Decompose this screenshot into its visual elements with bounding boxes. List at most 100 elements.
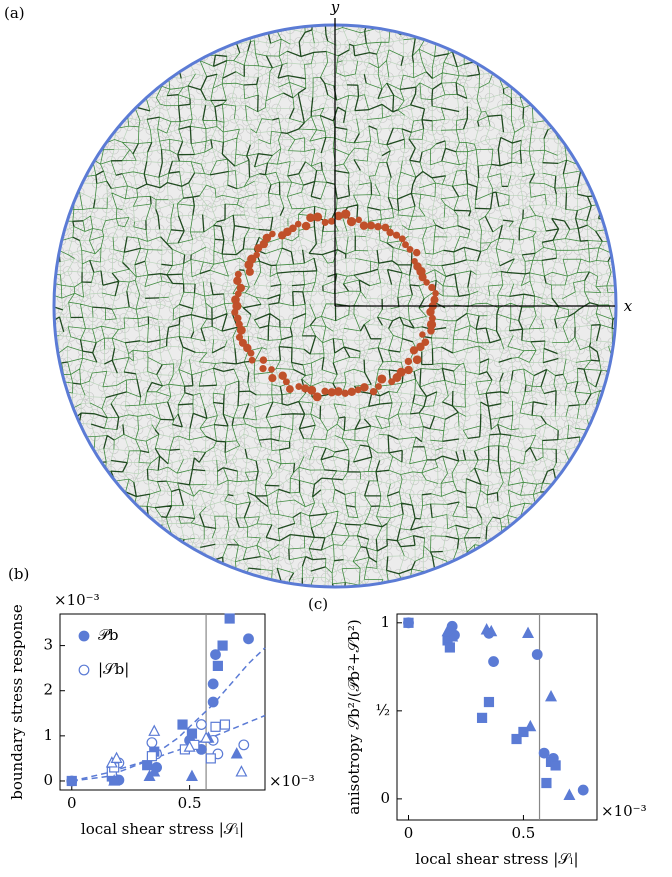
grain <box>297 600 306 609</box>
grain <box>201 5 210 14</box>
grain <box>43 445 52 454</box>
grain <box>246 598 255 607</box>
grain <box>409 598 418 607</box>
grain <box>617 155 626 164</box>
grain <box>174 602 183 611</box>
grain <box>573 26 582 35</box>
grain <box>518 70 527 79</box>
grain <box>542 519 551 528</box>
grain <box>405 16 414 25</box>
grain <box>32 335 41 344</box>
grain <box>596 39 605 48</box>
grain <box>547 49 556 58</box>
grain <box>620 257 629 266</box>
grain <box>76 476 85 485</box>
grain <box>526 521 535 530</box>
grain <box>60 26 69 35</box>
grain <box>531 553 540 562</box>
grain <box>617 146 626 155</box>
grain <box>163 540 172 549</box>
grain <box>569 562 578 571</box>
grain <box>595 502 604 511</box>
grain <box>596 551 605 560</box>
grain <box>32 323 41 332</box>
marker-square <box>178 720 187 729</box>
grain <box>108 500 117 509</box>
grain <box>626 578 635 587</box>
grain <box>222 15 231 24</box>
grain <box>151 46 160 55</box>
marker-square <box>218 641 227 650</box>
grain <box>63 485 72 494</box>
grain <box>630 474 639 483</box>
legend-marker <box>79 631 89 641</box>
y-multiplier: ×10⁻³ <box>54 591 100 609</box>
grain <box>134 14 143 23</box>
grain <box>471 24 480 33</box>
grain <box>70 133 79 142</box>
grain <box>504 63 513 72</box>
grain <box>559 534 568 543</box>
grain <box>38 486 47 495</box>
grain <box>102 91 111 100</box>
grain <box>55 157 64 166</box>
grain <box>77 455 86 464</box>
grain <box>484 568 493 577</box>
grain <box>372 589 381 598</box>
grain <box>59 403 68 412</box>
grain <box>56 136 65 145</box>
grain <box>591 513 600 522</box>
grain <box>108 96 117 105</box>
grain <box>516 547 525 556</box>
legend-marker <box>79 665 89 675</box>
grain <box>41 573 50 582</box>
grain <box>91 551 100 560</box>
grain <box>123 2 132 11</box>
grain <box>90 16 99 25</box>
grain <box>134 29 143 38</box>
marker-square <box>147 752 156 761</box>
grain <box>473 568 482 577</box>
grain <box>312 6 321 15</box>
grain <box>134 50 143 59</box>
grain <box>48 235 57 244</box>
grain <box>41 162 50 171</box>
boundary-particle <box>295 383 302 390</box>
grain <box>59 507 68 516</box>
boundary-particle <box>236 334 243 341</box>
grain <box>218 596 227 605</box>
grain <box>608 425 617 434</box>
marker-square <box>143 761 152 770</box>
grain <box>442 34 451 43</box>
grain <box>569 114 578 123</box>
grain <box>475 45 484 54</box>
grain <box>609 13 618 22</box>
grain <box>100 6 109 15</box>
grain <box>583 466 592 475</box>
grain <box>91 127 100 136</box>
grain <box>211 12 220 21</box>
grain <box>42 300 51 309</box>
grain <box>91 35 100 44</box>
grain <box>565 487 574 496</box>
grain <box>144 78 153 87</box>
grain <box>48 206 57 215</box>
grain <box>46 138 55 147</box>
grain <box>455 566 464 575</box>
grain <box>615 183 624 192</box>
grain <box>80 524 89 533</box>
grain <box>134 529 143 538</box>
grain <box>617 520 626 529</box>
grain <box>585 436 594 445</box>
grain <box>507 540 516 549</box>
grain <box>34 391 43 400</box>
grain <box>527 547 536 556</box>
grain <box>70 38 79 47</box>
grain <box>496 29 505 38</box>
grain <box>146 5 155 14</box>
boundary-particle <box>405 358 412 365</box>
grain <box>60 144 69 153</box>
grain <box>54 501 63 510</box>
grain <box>173 16 182 25</box>
grain <box>198 28 207 37</box>
